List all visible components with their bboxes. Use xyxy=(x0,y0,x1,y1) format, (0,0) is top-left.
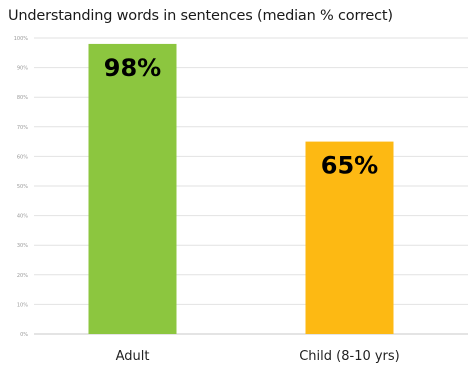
bar-child xyxy=(305,141,394,334)
y-tick-label: 30% xyxy=(17,243,28,249)
chart-title: Understanding words in sentences (median… xyxy=(8,8,393,24)
data-label: 65% xyxy=(321,152,378,180)
y-tick-label: 0% xyxy=(20,332,28,338)
y-tick-label: 80% xyxy=(17,95,28,101)
data-label: 98% xyxy=(104,54,161,82)
y-tick-label: 40% xyxy=(17,214,28,220)
y-tick-label: 100% xyxy=(14,36,29,42)
y-tick-label: 10% xyxy=(17,302,28,308)
y-tick-label: 70% xyxy=(17,125,28,131)
x-axis-ticks: Adult Child (8-10 yrs) xyxy=(116,349,400,364)
bars xyxy=(88,43,394,335)
x-tick-label: Child (8-10 yrs) xyxy=(299,349,400,364)
y-tick-label: 60% xyxy=(17,154,28,160)
bar-adult xyxy=(88,43,177,335)
y-tick-label: 90% xyxy=(17,66,28,72)
y-tick-label: 20% xyxy=(17,273,28,279)
x-tick-label: Adult xyxy=(116,349,150,364)
y-tick-label: 50% xyxy=(17,184,28,190)
data-labels: 98% 65% xyxy=(104,54,378,180)
y-axis-ticks: 0% 10% 20% 30% 40% 50% 60% 70% 80% 90% 100% xyxy=(14,36,29,338)
